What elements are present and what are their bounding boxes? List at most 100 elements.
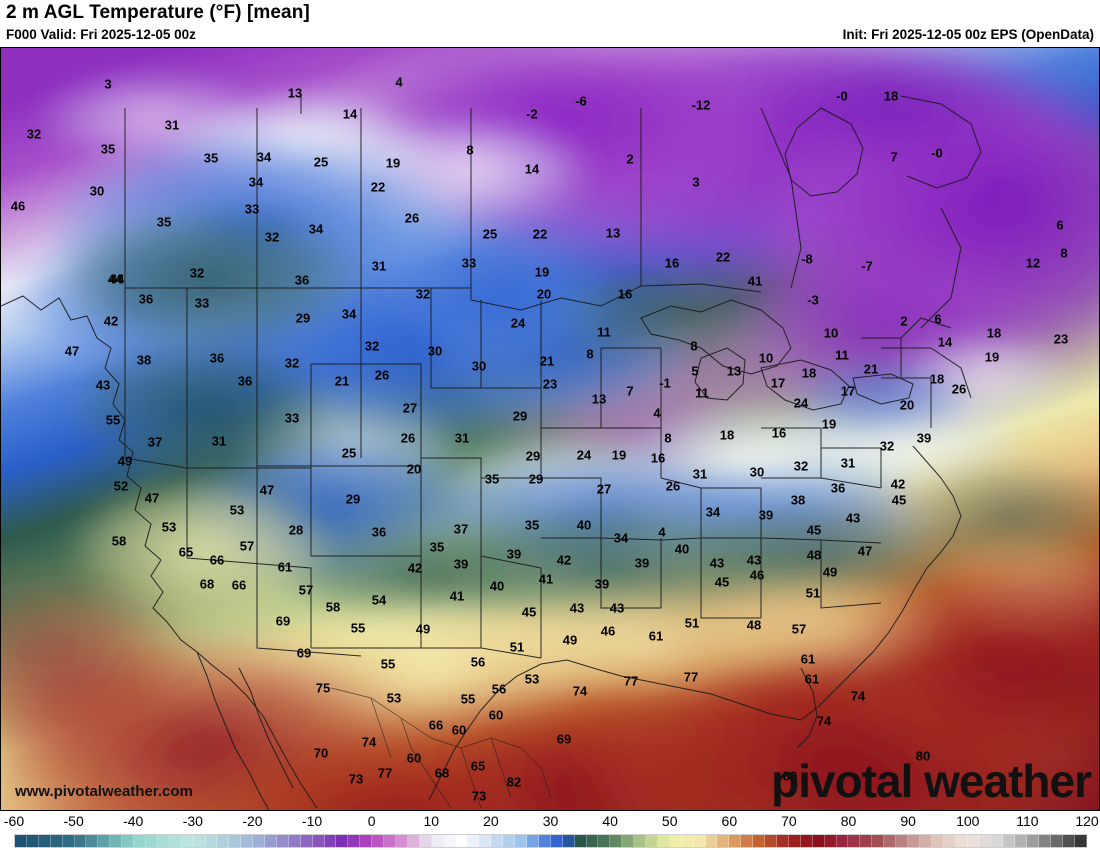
temperature-value-label: 26 <box>374 367 390 383</box>
colorbar-tick-label: 0 <box>367 813 376 829</box>
colorbar-swatch <box>753 835 766 847</box>
temperature-value-label: 75 <box>315 680 331 696</box>
colorbar-swatch <box>1062 835 1075 847</box>
colorbar-tick-label: -10 <box>301 813 323 829</box>
colorbar-swatch <box>765 835 777 847</box>
temperature-value-label: 23 <box>542 376 558 392</box>
colorbar-swatch <box>98 835 111 847</box>
temperature-value-label: 33 <box>194 295 210 311</box>
temperature-value-label: 17 <box>840 383 856 399</box>
temperature-value-label: 82 <box>506 774 522 790</box>
temperature-value-label: 32 <box>284 355 300 371</box>
temperature-value-label: 16 <box>771 425 787 441</box>
colorbar-swatch <box>169 835 182 847</box>
colorbar-swatch <box>991 835 1004 847</box>
colorbar-swatch <box>348 835 361 847</box>
temperature-value-label: 24 <box>793 395 809 411</box>
temperature-value-label: -0 <box>931 145 943 161</box>
colorbar-swatch <box>312 835 325 847</box>
temperature-value-label: 44 <box>109 271 125 287</box>
temperature-value-label: 30 <box>427 343 443 359</box>
colorbar-swatch <box>705 835 718 847</box>
temperature-value-label: 52 <box>113 478 129 494</box>
temperature-value-label: -1 <box>659 375 671 391</box>
temperature-value-label: 44 <box>107 271 123 287</box>
colorbar-swatch <box>717 835 730 847</box>
colorbar-swatch <box>657 835 670 847</box>
temperature-value-label: 60 <box>406 750 422 766</box>
temperature-value-label: -2 <box>526 106 538 122</box>
temperature-labels: 3 13 4 -2 -6 -12 -0 18 32 31 14 8 14 2 7 -0 35 35 34 25 19 34… <box>1 48 1099 810</box>
temperature-value-label: 61 <box>804 671 820 687</box>
colorbar-swatch <box>979 835 992 847</box>
temperature-value-label: 2 <box>626 151 634 167</box>
temperature-value-label: 29 <box>528 471 544 487</box>
temperature-value-label: 35 <box>429 539 445 555</box>
colorbar-swatch <box>157 835 170 847</box>
temperature-value-label: 42 <box>556 552 572 568</box>
temperature-value-label: 13 <box>605 225 621 241</box>
temperature-value-label: 11 <box>835 347 849 363</box>
colorbar-swatch <box>610 835 623 847</box>
temperature-value-label: 6 <box>934 311 942 327</box>
temperature-value-label: 38 <box>790 492 806 508</box>
temperature-value-label: 31 <box>692 466 708 482</box>
temperature-value-label: 46 <box>600 623 616 639</box>
colorbar-swatch <box>288 835 301 847</box>
temperature-value-label: 51 <box>684 615 700 631</box>
temperature-value-label: 35 <box>484 471 500 487</box>
temperature-value-label: 43 <box>845 510 861 526</box>
temperature-value-label: 20 <box>536 286 552 302</box>
temperature-value-label: 45 <box>521 604 537 620</box>
temperature-value-label: 33 <box>284 410 300 426</box>
temperature-value-label: 46 <box>749 567 765 583</box>
temperature-value-label: -0 <box>836 88 848 104</box>
temperature-value-label: 25 <box>482 226 498 242</box>
temperature-value-label: 34 <box>341 306 357 322</box>
temperature-value-label: 66 <box>209 552 225 568</box>
temperature-value-label: 13 <box>591 391 607 407</box>
colorbar-tick-label: 40 <box>602 813 618 829</box>
temperature-value-label: 40 <box>489 578 505 594</box>
colorbar-swatch <box>538 835 551 847</box>
colorbar-swatch <box>526 835 539 847</box>
valid-time-label: F000 Valid: Fri 2025-12-05 00z <box>6 27 196 42</box>
colorbar-swatch <box>860 835 873 847</box>
temperature-value-label: 36 <box>294 272 310 288</box>
temperature-value-label: 36 <box>237 373 253 389</box>
temperature-value-label: 77 <box>623 673 639 689</box>
colorbar-swatch <box>836 835 849 847</box>
temperature-value-label: 40 <box>674 541 690 557</box>
colorbar-tick-label: 50 <box>661 813 678 829</box>
temperature-value-label: 60 <box>488 707 504 723</box>
temperature-value-label: 49 <box>822 564 838 580</box>
colorbar-swatch <box>407 835 420 847</box>
temperature-value-label: 3 <box>692 174 700 190</box>
colorbar-swatch <box>300 835 313 847</box>
map-canvas[interactable]: 3 13 4 -2 -6 -12 -0 18 32 31 14 8 14 2 7 -0 35 35 34 25 19 34… <box>0 47 1100 811</box>
temperature-value-label: 32 <box>415 286 431 302</box>
temperature-value-label: 45 <box>714 574 730 590</box>
temperature-value-label: 53 <box>229 502 245 518</box>
temperature-value-label: 7 <box>890 149 898 165</box>
colorbar-swatch <box>241 835 254 847</box>
temperature-value-label: 23 <box>1053 331 1069 347</box>
colorbar-swatch <box>896 835 908 847</box>
colorbar-tick-label: 100 <box>956 813 980 829</box>
temperature-value-label: 27 <box>402 400 418 416</box>
colorbar-tick-label: -20 <box>242 813 263 829</box>
temperature-value-label: 3 <box>104 76 112 92</box>
temperature-value-label: 36 <box>371 524 387 540</box>
colorbar-swatch <box>1038 835 1051 847</box>
temperature-value-label: 34 <box>248 174 264 190</box>
temperature-value-label: 54 <box>371 592 387 608</box>
colorbar-swatch <box>110 835 123 847</box>
temperature-value-label: 47 <box>259 482 275 498</box>
temperature-value-label: -7 <box>861 258 873 274</box>
temperature-value-label: 16 <box>617 286 633 302</box>
colorbar-swatch <box>788 835 801 847</box>
temperature-value-label: 26 <box>404 210 420 226</box>
temperature-value-label: 31 <box>164 117 180 133</box>
temperature-value-label: 31 <box>371 258 387 274</box>
temperature-value-label: 49 <box>562 632 578 648</box>
